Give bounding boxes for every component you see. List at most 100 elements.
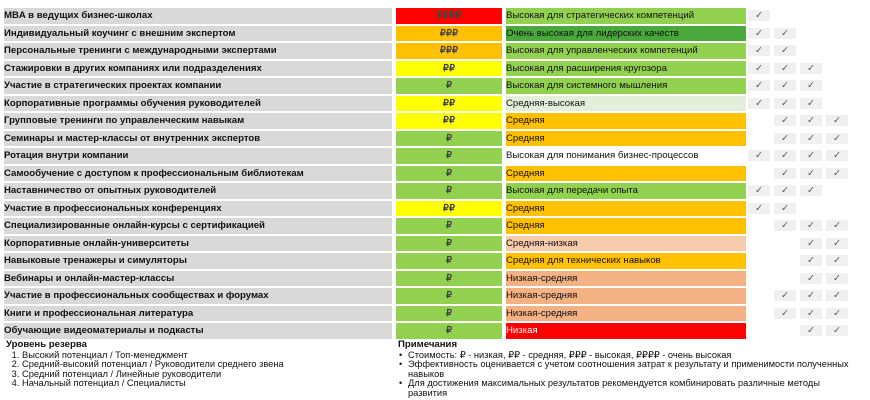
level-4-check [824, 8, 850, 24]
cost-cell: ₽ [396, 235, 502, 251]
level-3-check: ✓ [798, 288, 824, 304]
check-icon: ✓ [800, 167, 822, 179]
check-icon: ✓ [800, 307, 822, 319]
spacer [502, 8, 506, 24]
check-icon: ✓ [748, 97, 770, 109]
level-4-check: ✓ [824, 218, 850, 234]
spacer [392, 323, 396, 339]
method-name: Участие в профессиональных сообществах и… [4, 288, 392, 304]
spacer [502, 113, 506, 129]
level-2-check: ✓ [772, 131, 798, 147]
level-1-check: ✓ [746, 26, 772, 42]
spacer [502, 130, 506, 146]
check-icon: ✓ [800, 272, 822, 284]
level-1-check: ✓ [746, 183, 772, 199]
spacer [392, 43, 396, 59]
level-4-check [824, 26, 850, 42]
table-row: Корпоративные программы обучения руковод… [4, 95, 850, 112]
level-4-check: ✓ [824, 236, 850, 252]
check-icon: ✓ [800, 255, 822, 267]
effectiveness-cell: Низкая-средняя [506, 288, 746, 304]
level-3-check: ✓ [798, 96, 824, 112]
check-icon: ✓ [774, 220, 796, 232]
level-3-check: ✓ [798, 306, 824, 322]
level-4-check [824, 201, 850, 217]
effectiveness-cell: Высокая для системного мышления [506, 78, 746, 94]
reserve-level-item: Высокий потенциал / Топ-менеджмент [22, 350, 386, 361]
level-3-check: ✓ [798, 131, 824, 147]
level-2-check [772, 8, 798, 24]
level-2-check: ✓ [772, 306, 798, 322]
notes-title: Примечания [398, 339, 458, 350]
cost-cell: ₽ [396, 165, 502, 181]
effectiveness-cell: Средняя [506, 130, 746, 146]
level-3-check: ✓ [798, 113, 824, 129]
spacer [502, 270, 506, 286]
spacer [502, 183, 506, 199]
method-name: Корпоративные программы обучения руковод… [4, 95, 392, 111]
check-icon: ✓ [800, 62, 822, 74]
spacer [392, 288, 396, 304]
check-icon: ✓ [774, 202, 796, 214]
effectiveness-cell: Высокая для стратегических компетенций [506, 8, 746, 24]
method-name: Групповые тренинги по управленческим нав… [4, 113, 392, 129]
check-icon: ✓ [800, 97, 822, 109]
cost-cell: ₽ [396, 130, 502, 146]
level-3-check: ✓ [798, 218, 824, 234]
method-name: Индивидуальный коучинг с внешним эксперт… [4, 25, 392, 41]
table-row: Стажировки в других компаниях или подраз… [4, 60, 850, 77]
check-icon: ✓ [800, 132, 822, 144]
method-name: Наставничество от опытных руководителей [4, 183, 392, 199]
level-2-check: ✓ [772, 113, 798, 129]
table-row: Специализированные онлайн-курсы с сертиф… [4, 218, 850, 234]
level-3-check: ✓ [798, 61, 824, 77]
check-icon: ✓ [774, 307, 796, 319]
cost-cell: ₽ [396, 148, 502, 164]
level-4-check: ✓ [824, 253, 850, 269]
level-2-check [772, 236, 798, 252]
method-name: Навыковые тренажеры и симуляторы [4, 253, 392, 269]
level-3-check: ✓ [798, 236, 824, 252]
spacer [392, 270, 396, 286]
method-name: Ротация внутри компании [4, 148, 392, 164]
cost-cell: ₽₽ [396, 60, 502, 76]
level-4-check: ✓ [824, 148, 850, 164]
level-2-check: ✓ [772, 78, 798, 94]
check-icon: ✓ [748, 202, 770, 214]
level-1-check [746, 166, 772, 182]
level-1-check [746, 271, 772, 287]
spacer [502, 218, 506, 234]
level-2-check: ✓ [772, 183, 798, 199]
check-icon: ✓ [800, 80, 822, 92]
note-item: Для достижения максимальных результатов … [408, 379, 858, 398]
cost-cell: ₽ [396, 323, 502, 339]
effectiveness-cell: Высокая для передачи опыта [506, 183, 746, 199]
level-2-check [772, 253, 798, 269]
level-1-check [746, 323, 772, 339]
level-2-check: ✓ [772, 26, 798, 42]
effectiveness-cell: Средняя-высокая [506, 95, 746, 111]
reserve-level-item: Средний-высокий потенциал / Руководители… [22, 360, 386, 370]
table-row: Навыковые тренажеры и симуляторы ₽ Средняя… [4, 253, 850, 269]
cost-cell: ₽ [396, 78, 502, 94]
spacer [502, 60, 506, 76]
level-3-check: ✓ [798, 148, 824, 164]
check-icon: ✓ [774, 167, 796, 179]
spacer [502, 305, 506, 321]
cost-cell: ₽₽ [396, 95, 502, 111]
check-icon: ✓ [800, 237, 822, 249]
level-1-check: ✓ [746, 96, 772, 112]
effectiveness-cell: Низкая-средняя [506, 270, 746, 286]
method-name: Специализированные онлайн-курсы с сертиф… [4, 218, 392, 234]
level-2-check: ✓ [772, 96, 798, 112]
check-icon: ✓ [774, 97, 796, 109]
cost-cell: ₽₽₽ [396, 25, 502, 41]
check-icon: ✓ [826, 167, 848, 179]
spacer [392, 165, 396, 181]
effectiveness-cell: Средняя [506, 218, 746, 234]
check-icon: ✓ [826, 307, 848, 319]
method-name: Самообучение с доступом к профессиональн… [4, 165, 392, 181]
level-1-check: ✓ [746, 8, 772, 24]
level-2-check: ✓ [772, 288, 798, 304]
